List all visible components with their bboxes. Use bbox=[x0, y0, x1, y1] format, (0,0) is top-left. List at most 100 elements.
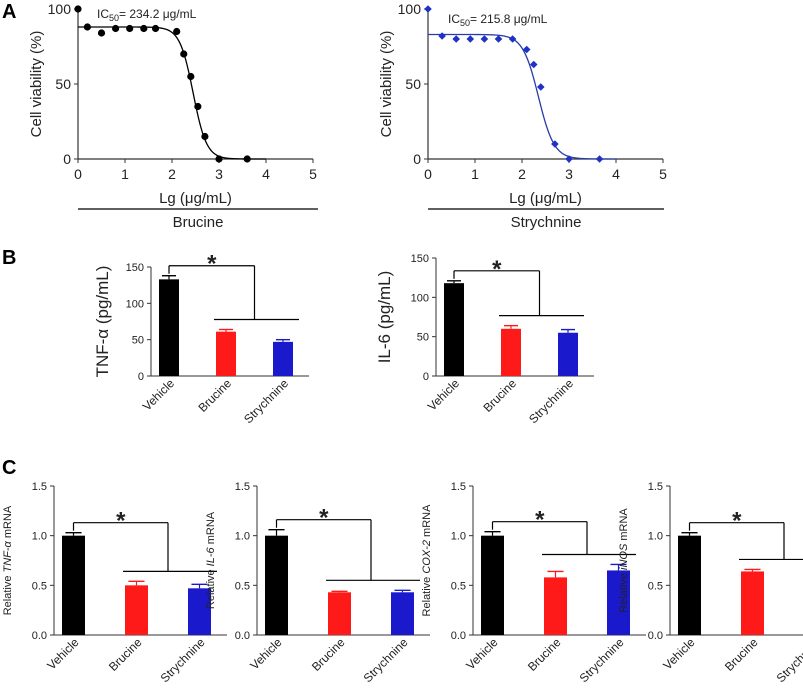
significance-star: * bbox=[535, 507, 545, 534]
y-tick-label: 0.0 bbox=[451, 630, 466, 642]
bar-brucine bbox=[216, 331, 236, 376]
x-tick-label: 5 bbox=[659, 166, 667, 182]
data-point bbox=[83, 23, 91, 31]
bar-strychnine bbox=[273, 341, 293, 376]
y-tick-label: 100 bbox=[411, 292, 429, 304]
x-tick-label: 1 bbox=[121, 166, 129, 182]
bar-chart-c-cox2: 0.0 0.5 1.0 1.5 Relative COX-2 mRNA Vehicle Br… bbox=[421, 481, 646, 685]
ic50-value: = 215.8 μg/mL bbox=[470, 12, 548, 26]
bar-brucine bbox=[544, 577, 567, 635]
data-point bbox=[551, 140, 559, 148]
y-tick-label: 50 bbox=[405, 76, 421, 92]
x-tick-label: 2 bbox=[168, 166, 176, 182]
bar-vehicle bbox=[159, 279, 179, 376]
bar-chart-c-tnf: 0.0 0.5 1.0 1.5 Relative TNF-α mRNA Vehicle Br… bbox=[2, 481, 227, 685]
data-point bbox=[173, 27, 181, 36]
bar-chart-c-il6: 0.0 0.5 1.0 1.5 Relative IL-6 mRNA Vehicle Bru… bbox=[205, 481, 430, 685]
category-label: Brucine bbox=[525, 635, 564, 674]
data-point bbox=[201, 132, 209, 141]
y-label-part: mRNA bbox=[421, 504, 433, 540]
bar-brucine bbox=[501, 328, 521, 376]
bar-vehicle bbox=[678, 535, 701, 635]
y-axis-label: IL-6 (pg/mL) bbox=[375, 271, 394, 364]
y-tick-label: 0 bbox=[138, 371, 144, 383]
data-point bbox=[522, 45, 531, 54]
x-tick-label: 4 bbox=[612, 166, 620, 182]
category-label: Vehicle bbox=[463, 635, 500, 672]
bar-vehicle bbox=[481, 535, 504, 635]
data-point bbox=[180, 50, 188, 58]
data-point bbox=[140, 24, 148, 33]
category-label: Strychnine bbox=[577, 635, 627, 685]
category-label: Brucine bbox=[309, 635, 348, 674]
category-label: Vehicle bbox=[247, 635, 284, 672]
y-tick-label: 0.0 bbox=[235, 630, 250, 642]
ic50-annotation: IC50= 215.8 μg/mL bbox=[448, 12, 548, 28]
y-tick-label: 50 bbox=[55, 76, 71, 92]
significance-star: * bbox=[207, 251, 217, 278]
panel-letter-c: C bbox=[2, 457, 16, 479]
bar-strychnine bbox=[558, 332, 578, 376]
category-label: Vehicle bbox=[660, 635, 697, 672]
category-label: Brucine bbox=[195, 376, 234, 415]
y-tick-label: 1.0 bbox=[32, 531, 47, 543]
data-point bbox=[187, 72, 195, 81]
data-point bbox=[494, 35, 503, 43]
y-tick-label: 150 bbox=[126, 262, 144, 274]
category-label: Vehicle bbox=[44, 635, 81, 672]
y-label-part: TNF-α bbox=[2, 540, 14, 572]
y-tick-label: 100 bbox=[126, 298, 144, 310]
y-tick-label: 0.0 bbox=[32, 630, 47, 642]
y-label-part: mRNA bbox=[205, 511, 217, 547]
data-point bbox=[215, 155, 223, 163]
bar-strychnine bbox=[188, 588, 211, 635]
y-axis-label: Cell viability (%) bbox=[28, 31, 45, 138]
y-tick-label: 50 bbox=[132, 335, 144, 347]
y-tick-label: 0 bbox=[63, 151, 71, 167]
bar-vehicle bbox=[265, 535, 288, 635]
y-axis-label: Relative IL-6 mRNA bbox=[205, 511, 217, 609]
ic50-subscript: 50 bbox=[109, 13, 119, 23]
category-label: Strychnine bbox=[241, 376, 291, 426]
x-tick-label: 2 bbox=[518, 166, 526, 182]
y-label-part: mRNA bbox=[618, 508, 630, 544]
data-point bbox=[243, 155, 251, 163]
data-point bbox=[97, 29, 106, 37]
x-axis-label: Lg (μg/mL) bbox=[509, 190, 582, 207]
y-label-part: iNOS bbox=[618, 543, 630, 570]
bar-brucine bbox=[328, 592, 351, 635]
significance-star: * bbox=[492, 256, 502, 283]
x-tick-label: 3 bbox=[215, 166, 223, 182]
y-label-part: COX-2 bbox=[421, 540, 433, 574]
y-tick-label: 0.5 bbox=[451, 580, 466, 592]
y-label-part: mRNA bbox=[2, 505, 14, 541]
significance-star: * bbox=[116, 508, 126, 535]
y-tick-label: 150 bbox=[411, 253, 429, 265]
category-label: Brucine bbox=[722, 635, 761, 674]
y-tick-label: 0 bbox=[423, 371, 429, 383]
y-label-part: Relative bbox=[2, 572, 14, 615]
bar-chart-b-il6: 0 50 100 150 IL-6 (pg/mL) Vehicle Brucine Stryc… bbox=[375, 253, 594, 426]
y-tick-label: 1.5 bbox=[32, 481, 47, 493]
data-point bbox=[529, 60, 538, 69]
data-point bbox=[537, 83, 545, 91]
y-label-part: Relative bbox=[205, 566, 217, 609]
y-tick-label: 0.0 bbox=[648, 630, 663, 642]
fit-curve bbox=[428, 33, 616, 160]
ic50-subscript: 50 bbox=[460, 18, 470, 28]
y-axis-label: Relative TNF-α mRNA bbox=[2, 505, 14, 615]
ic50-annotation: IC50= 234.2 μg/mL bbox=[97, 7, 197, 23]
category-label: Brucine bbox=[480, 376, 519, 415]
x-tick-label: 4 bbox=[262, 166, 270, 182]
group-label: Strychnine bbox=[511, 214, 582, 231]
significance-star: * bbox=[319, 505, 329, 532]
bar-brucine bbox=[125, 585, 148, 635]
bar-vehicle bbox=[444, 283, 464, 376]
data-point bbox=[424, 5, 432, 13]
y-tick-label: 0.5 bbox=[32, 580, 47, 592]
category-label: Vehicle bbox=[140, 376, 177, 413]
